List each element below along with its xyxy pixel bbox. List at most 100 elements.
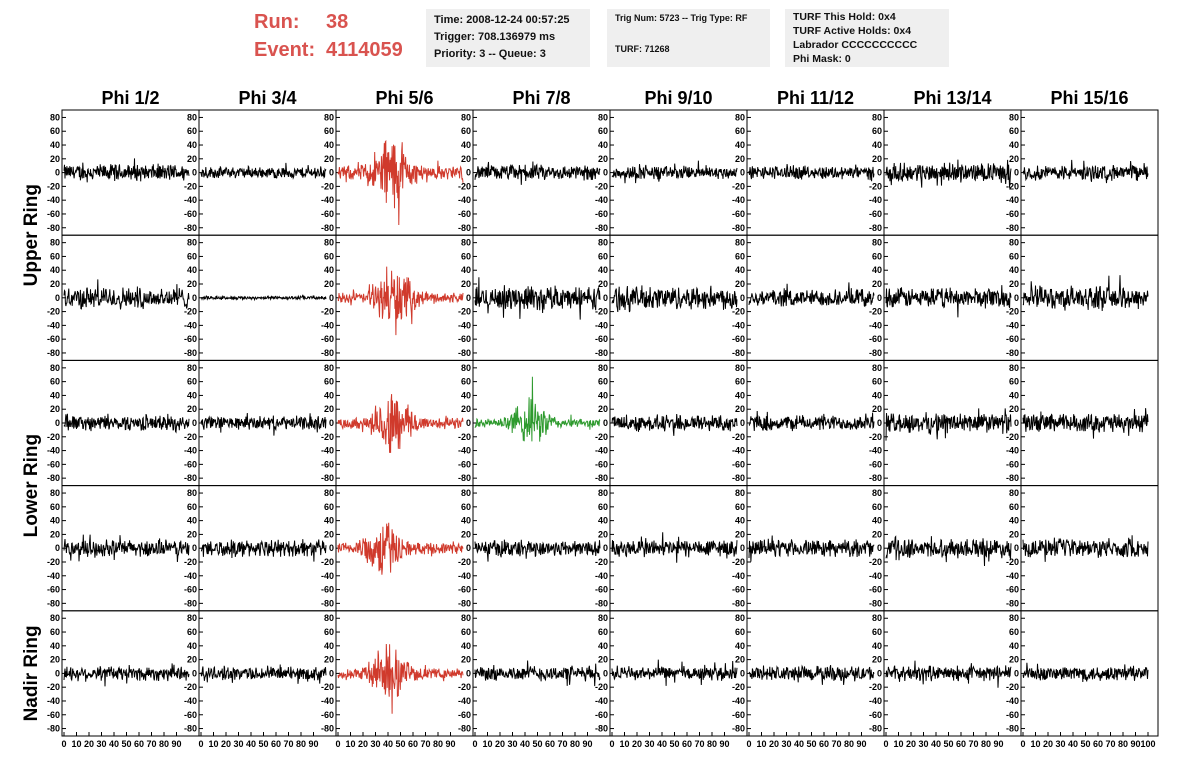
time-text: Time: 2008-12-24 00:57:25 <box>434 14 570 26</box>
x-tick-label: 80 <box>570 739 580 749</box>
x-tick-label: 40 <box>383 739 393 749</box>
y-tick-label: -60 <box>595 710 608 720</box>
y-tick-label: -20 <box>732 181 745 191</box>
y-tick-label: 20 <box>324 154 334 164</box>
y-tick-label: -60 <box>869 209 882 219</box>
y-tick-label: 80 <box>598 613 608 623</box>
y-tick-label: 20 <box>872 655 882 665</box>
y-tick-label: -80 <box>869 223 882 233</box>
y-tick-label: -40 <box>184 571 197 581</box>
event-line: Event: 4114059 <box>254 36 403 64</box>
y-tick-label: 60 <box>598 377 608 387</box>
y-tick-label: -80 <box>732 724 745 734</box>
x-tick-label: 60 <box>956 739 966 749</box>
y-tick-label: 80 <box>187 488 197 498</box>
y-tick-label: 20 <box>735 154 745 164</box>
y-tick-label: 80 <box>324 238 334 248</box>
y-tick-label: 40 <box>735 140 745 150</box>
run-event-info: Run: 38 Event: 4114059 <box>254 8 403 64</box>
y-tick-label: -20 <box>1006 557 1019 567</box>
y-tick-label: 80 <box>735 363 745 373</box>
y-tick-label: -40 <box>47 696 60 706</box>
y-tick-label: -40 <box>732 571 745 581</box>
y-tick-label: 80 <box>872 488 882 498</box>
waveform-trace <box>611 160 738 184</box>
y-tick-label: 40 <box>324 516 334 526</box>
y-tick-label: -40 <box>321 320 334 330</box>
y-tick-label: 20 <box>1009 529 1019 539</box>
y-tick-label: -20 <box>595 682 608 692</box>
y-tick-label: 20 <box>735 655 745 665</box>
y-tick-label: 60 <box>735 377 745 387</box>
y-tick-label: -80 <box>458 348 471 358</box>
y-tick-label: 60 <box>735 627 745 637</box>
x-tick-label: 50 <box>669 739 679 749</box>
y-tick-label: -40 <box>47 320 60 330</box>
y-tick-label: 60 <box>324 627 334 637</box>
x-tick-label: 0 <box>335 739 340 749</box>
y-tick-label: 20 <box>461 154 471 164</box>
panel-frame <box>746 234 885 361</box>
y-tick-label: 40 <box>1009 390 1019 400</box>
y-tick-label: -40 <box>321 696 334 706</box>
x-tick-label: 40 <box>109 739 119 749</box>
y-tick-label: -20 <box>1006 181 1019 191</box>
x-tick-label: 10 <box>893 739 903 749</box>
y-tick-label: -80 <box>458 598 471 608</box>
y-tick-label: 40 <box>1009 516 1019 526</box>
y-tick-label: 20 <box>324 655 334 665</box>
y-tick-label: 40 <box>1009 140 1019 150</box>
y-tick-label: -60 <box>458 334 471 344</box>
waveform-trace <box>1022 408 1149 439</box>
x-tick-label: 40 <box>246 739 256 749</box>
y-tick-label: 0 <box>877 418 882 428</box>
y-tick-label: 40 <box>50 265 60 275</box>
y-tick-label: 40 <box>598 140 608 150</box>
y-tick-label: -60 <box>732 585 745 595</box>
ring-label: Upper Ring <box>21 184 42 286</box>
y-tick-label: 0 <box>192 543 197 553</box>
y-tick-label: -80 <box>321 223 334 233</box>
y-tick-label: -80 <box>321 598 334 608</box>
y-tick-label: 20 <box>1009 154 1019 164</box>
y-tick-label: -40 <box>869 571 882 581</box>
x-tick-label: 90 <box>582 739 592 749</box>
y-tick-label: 80 <box>461 238 471 248</box>
y-tick-label: -20 <box>595 557 608 567</box>
y-tick-label: 80 <box>735 112 745 122</box>
y-tick-label: 0 <box>1014 668 1019 678</box>
y-tick-label: 0 <box>466 668 471 678</box>
column-title: Phi 11/12 <box>777 88 854 108</box>
waveform-trace <box>474 277 601 320</box>
y-tick-label: -60 <box>458 710 471 720</box>
y-tick-label: 0 <box>466 168 471 178</box>
x-tick-label: 10 <box>756 739 766 749</box>
y-tick-label: 80 <box>1009 488 1019 498</box>
y-tick-label: -40 <box>458 195 471 205</box>
x-tick-label: 0 <box>746 739 751 749</box>
y-tick-label: -60 <box>321 459 334 469</box>
column-title: Phi 15/16 <box>1050 88 1128 108</box>
x-tick-label: 0 <box>1020 739 1025 749</box>
y-tick-label: 60 <box>598 126 608 136</box>
y-tick-label: 40 <box>324 140 334 150</box>
y-tick-label: 0 <box>55 293 60 303</box>
x-tick-label: 30 <box>644 739 654 749</box>
y-tick-label: 60 <box>324 377 334 387</box>
y-tick-label: -80 <box>321 724 334 734</box>
y-tick-label: 60 <box>324 502 334 512</box>
y-tick-label: -40 <box>458 320 471 330</box>
waveform-trace <box>474 660 601 687</box>
y-tick-label: -80 <box>732 348 745 358</box>
y-tick-label: -80 <box>595 223 608 233</box>
waveform-trace <box>63 534 190 563</box>
y-tick-label: -80 <box>184 348 197 358</box>
y-tick-label: 80 <box>187 613 197 623</box>
y-tick-label: -40 <box>184 195 197 205</box>
y-tick-label: 0 <box>329 293 334 303</box>
y-tick-label: 60 <box>461 502 471 512</box>
y-tick-label: 60 <box>187 251 197 261</box>
y-tick-label: 80 <box>50 363 60 373</box>
y-tick-label: -20 <box>595 181 608 191</box>
y-tick-label: 20 <box>50 529 60 539</box>
